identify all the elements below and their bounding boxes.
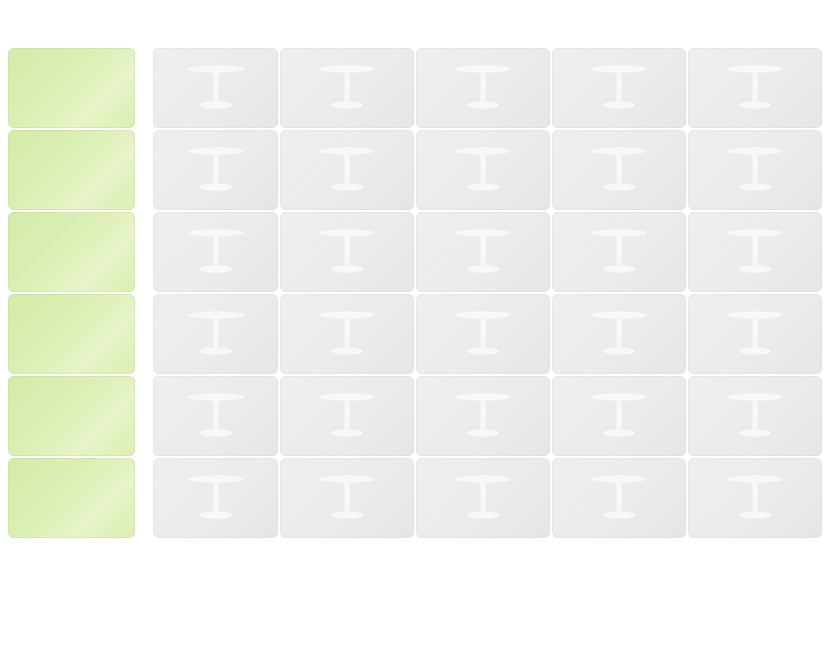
table-icon (590, 147, 648, 191)
table-icon (590, 393, 648, 437)
table-icon (318, 147, 376, 191)
table-icon (590, 229, 648, 273)
table-icon (454, 229, 512, 273)
table-slot[interactable] (153, 130, 278, 210)
table-slot[interactable] (552, 48, 686, 128)
table-slot[interactable] (552, 376, 686, 456)
row-header-tile[interactable] (8, 376, 135, 456)
table-slot[interactable] (416, 48, 550, 128)
table-icon (187, 229, 245, 273)
table-icon (187, 475, 245, 519)
table-slot[interactable] (688, 376, 822, 456)
table-icon (318, 65, 376, 109)
row-header-tile[interactable] (8, 294, 135, 374)
table-icon (318, 393, 376, 437)
table-slot[interactable] (153, 376, 278, 456)
table-icon (726, 65, 784, 109)
table-grid (8, 48, 822, 538)
row-header-tile[interactable] (8, 48, 135, 128)
table-icon (318, 475, 376, 519)
table-slot[interactable] (552, 212, 686, 292)
table-icon (187, 311, 245, 355)
table-slot[interactable] (153, 294, 278, 374)
table-icon (590, 65, 648, 109)
row-header-tile[interactable] (8, 458, 135, 538)
table-slot[interactable] (552, 294, 686, 374)
table-slot[interactable] (153, 212, 278, 292)
table-slot[interactable] (416, 294, 550, 374)
row-header-tile[interactable] (8, 212, 135, 292)
table-icon (454, 147, 512, 191)
table-slot[interactable] (153, 48, 278, 128)
table-icon (454, 311, 512, 355)
table-icon (187, 65, 245, 109)
table-slot[interactable] (688, 458, 822, 538)
table-slot[interactable] (280, 458, 414, 538)
table-icon (726, 229, 784, 273)
table-slot[interactable] (688, 294, 822, 374)
table-icon (590, 475, 648, 519)
table-slot[interactable] (280, 376, 414, 456)
table-icon (454, 393, 512, 437)
row-header-tile[interactable] (8, 130, 135, 210)
table-slot[interactable] (416, 130, 550, 210)
table-slot[interactable] (416, 212, 550, 292)
table-slot[interactable] (153, 458, 278, 538)
table-slot[interactable] (552, 130, 686, 210)
table-slot[interactable] (280, 212, 414, 292)
table-icon (454, 65, 512, 109)
table-icon (726, 311, 784, 355)
table-icon (318, 229, 376, 273)
table-slot[interactable] (416, 458, 550, 538)
table-slot[interactable] (280, 130, 414, 210)
table-icon (726, 147, 784, 191)
table-icon (590, 311, 648, 355)
table-slot[interactable] (552, 458, 686, 538)
table-slot[interactable] (688, 130, 822, 210)
table-icon (187, 393, 245, 437)
table-icon (726, 475, 784, 519)
table-slot[interactable] (280, 48, 414, 128)
table-slot[interactable] (688, 48, 822, 128)
table-slot[interactable] (280, 294, 414, 374)
table-icon (454, 475, 512, 519)
table-icon (726, 393, 784, 437)
table-icon (187, 147, 245, 191)
table-icon (318, 311, 376, 355)
table-slot[interactable] (688, 212, 822, 292)
table-slot[interactable] (416, 376, 550, 456)
